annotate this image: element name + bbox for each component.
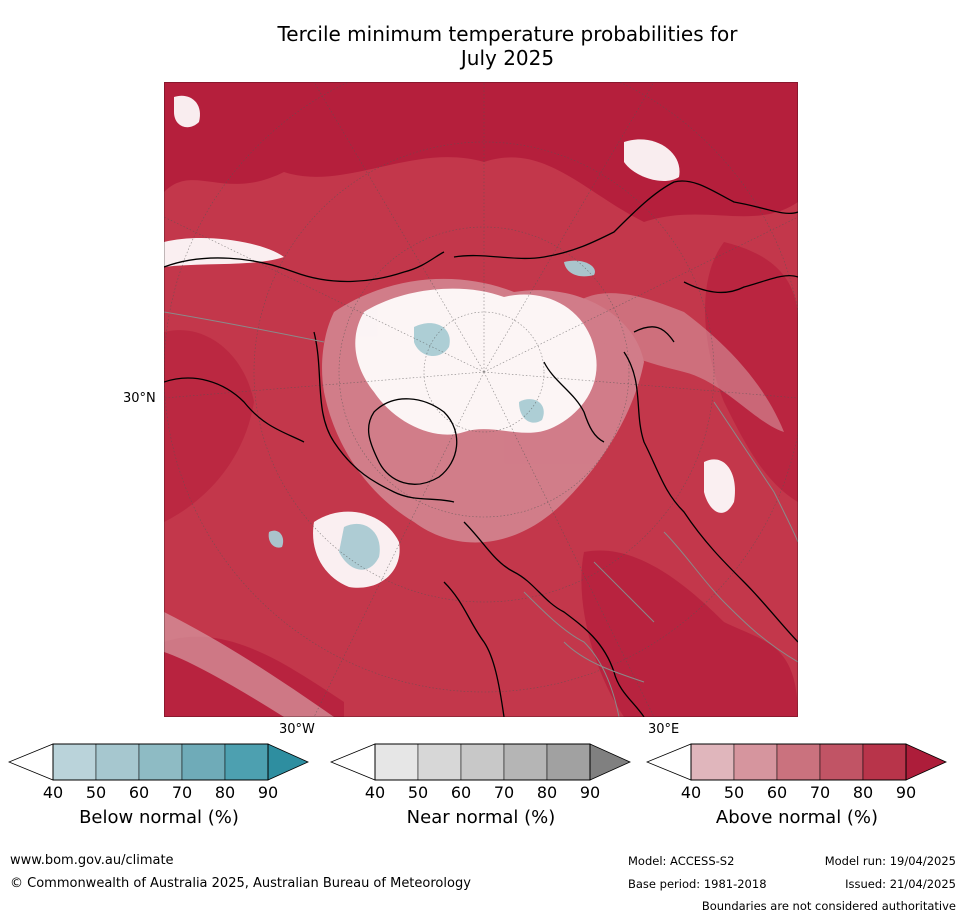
- copyright-notice: © Commonwealth of Australia 2025, Austra…: [10, 876, 471, 891]
- colorbar-segment: [52, 743, 97, 781]
- tick-label: 90: [579, 783, 601, 802]
- colorbar-outline: [52, 743, 269, 781]
- graticule-lines: [164, 82, 798, 717]
- below-normal-areas: [268, 260, 595, 570]
- legend-caption-near: Near normal (%): [406, 807, 556, 828]
- legend-caption-below: Below normal (%): [79, 807, 239, 828]
- tick-label: 90: [257, 783, 279, 802]
- tick-label: 50: [723, 783, 745, 802]
- ticks-above-normal: 40 50 60 70 80 90: [646, 783, 948, 803]
- near-normal-areas: [164, 95, 735, 588]
- colorbar-below-normal: [7, 743, 309, 781]
- tick-label: 40: [364, 783, 386, 802]
- ticks-below-normal: 40 50 60 70 80 90: [8, 783, 310, 803]
- source-url: www.bom.gov.au/climate: [10, 853, 174, 868]
- colorbar-outline: [690, 743, 907, 781]
- colorbar-extend-low: [329, 743, 376, 781]
- colorbar-segment: [224, 743, 269, 781]
- colorbar-segment: [862, 743, 907, 781]
- map-frame: [164, 82, 798, 717]
- colorbar-segment: [374, 743, 419, 781]
- tick-label: 40: [42, 783, 64, 802]
- ticks-near-normal: 40 50 60 70 80 90: [330, 783, 632, 803]
- legend-caption-above: Above normal (%): [715, 807, 879, 828]
- colorbar-segment: [95, 743, 140, 781]
- model-run-date: Model run: 19/04/2025: [824, 854, 956, 868]
- colorbar-segment: [503, 743, 548, 781]
- tick-label: 80: [852, 783, 874, 802]
- tick-label: 80: [536, 783, 558, 802]
- polar-probability-map: [164, 82, 798, 717]
- tick-label: 40: [680, 783, 702, 802]
- colorbar-segment: [690, 743, 735, 781]
- title-line-2: July 2025: [460, 46, 555, 70]
- issued-date: Issued: 21/04/2025: [845, 877, 956, 891]
- tick-label: 80: [214, 783, 236, 802]
- coastlines: [164, 180, 798, 717]
- colorbar-segment: [776, 743, 821, 781]
- colorbar-near-normal: [329, 743, 631, 781]
- colorbar-outline: [374, 743, 591, 781]
- tick-label: 70: [171, 783, 193, 802]
- country-borders: [164, 311, 798, 717]
- tick-label: 70: [493, 783, 515, 802]
- colorbar-segment: [819, 743, 864, 781]
- boundary-disclaimer: Boundaries are not considered authoritat…: [701, 899, 956, 913]
- colorbar-extend-low: [7, 743, 54, 781]
- tick-label: 60: [766, 783, 788, 802]
- legend-near-normal: 40 50 60 70 80 90 Near normal (%): [329, 743, 632, 833]
- colorbar-segment: [417, 743, 462, 781]
- colorbar-extend-high: [589, 743, 631, 781]
- tick-label: 50: [407, 783, 429, 802]
- legend-below-normal: 40 50 60 70 80 90 Below normal (%): [7, 743, 310, 833]
- colorbar-extend-high: [905, 743, 947, 781]
- colorbar-segment: [181, 743, 226, 781]
- colorbar-extend-high: [267, 743, 309, 781]
- tick-label: 70: [809, 783, 831, 802]
- legend-above-normal: 40 50 60 70 80 90 Above normal (%): [645, 743, 948, 833]
- tick-label: 90: [895, 783, 917, 802]
- colorbar-extend-low: [645, 743, 692, 781]
- title-line-1: Tercile minimum temperature probabilitie…: [277, 22, 738, 46]
- colorbar-segment: [460, 743, 505, 781]
- lon-30w-label: 30°W: [279, 722, 315, 737]
- lat-30n-label: 30°N: [123, 391, 156, 406]
- chart-title: Tercile minimum temperature probabilitie…: [0, 22, 965, 70]
- lon-30e-label: 30°E: [648, 722, 680, 737]
- colorbar-above-normal: [645, 743, 947, 781]
- colorbar-segment: [138, 743, 183, 781]
- colorbar-segment: [733, 743, 778, 781]
- tick-label: 60: [450, 783, 472, 802]
- tick-label: 60: [128, 783, 150, 802]
- colorbar-segment: [546, 743, 591, 781]
- model-name: Model: ACCESS-S2: [628, 854, 735, 868]
- base-period: Base period: 1981-2018: [628, 877, 767, 891]
- tick-label: 50: [85, 783, 107, 802]
